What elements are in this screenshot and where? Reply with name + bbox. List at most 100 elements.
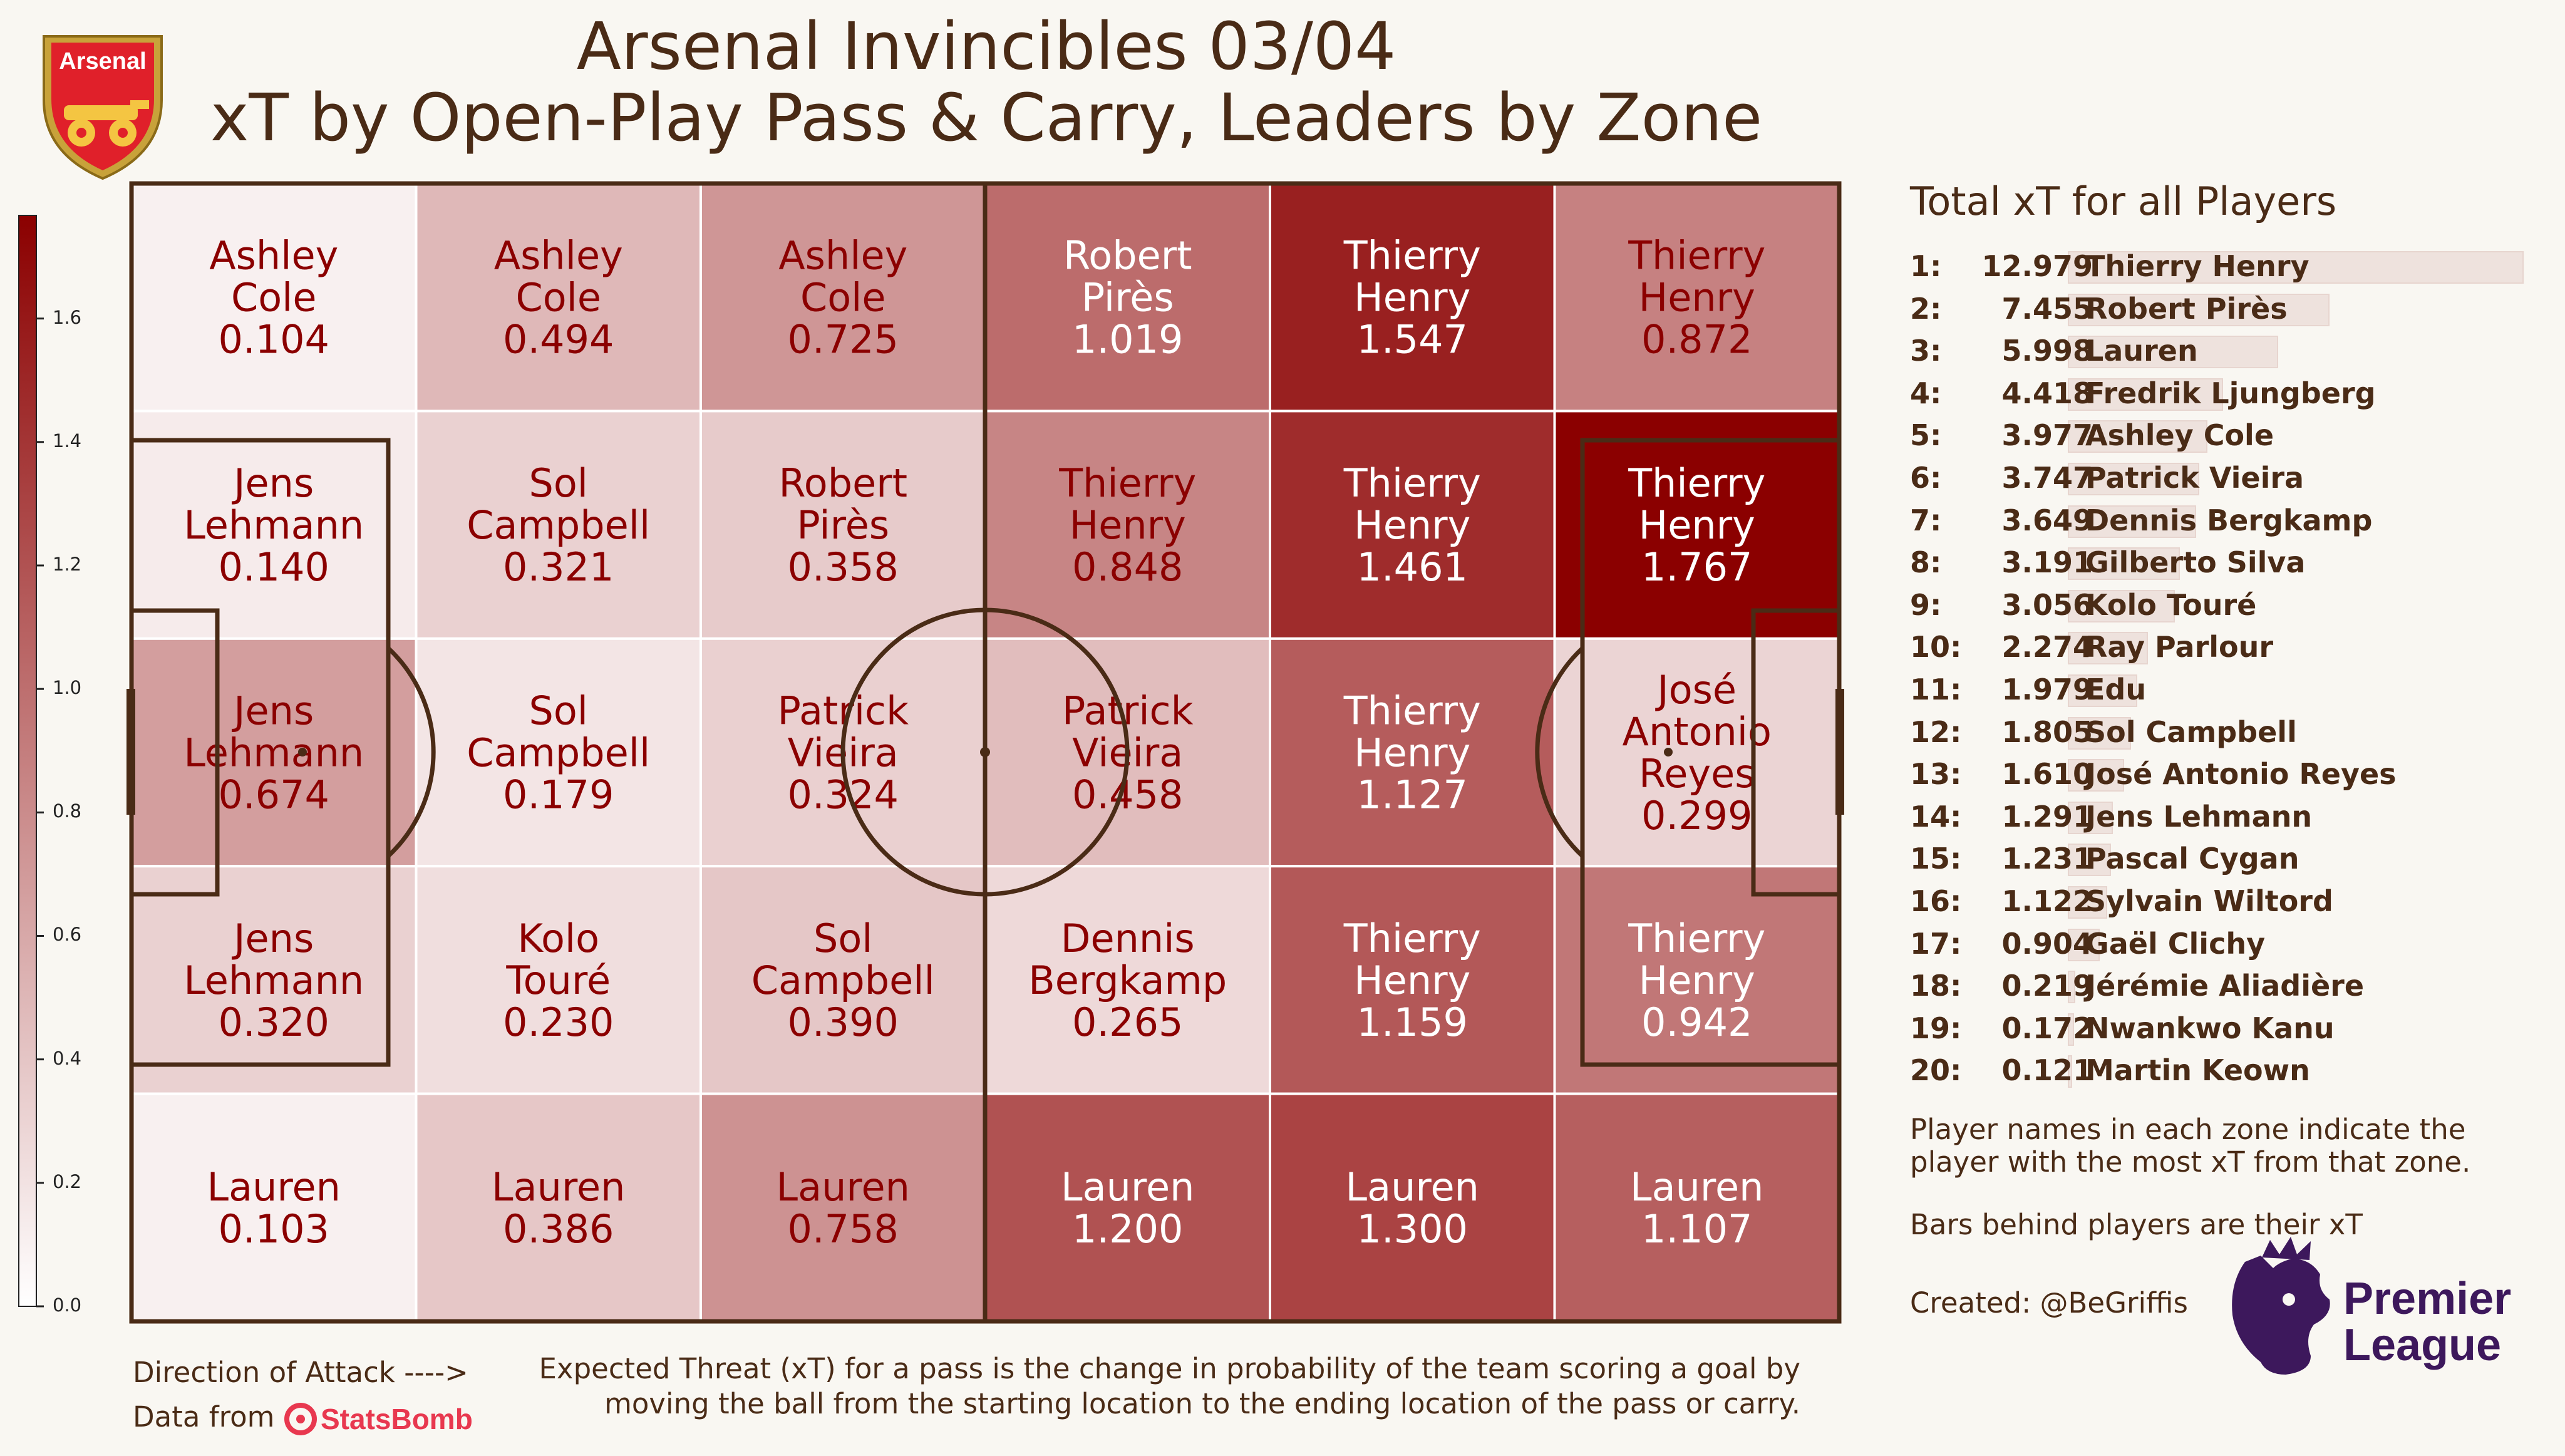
arsenal-badge-icon: Arsenal [43,35,163,180]
leaderboard-rank: 10: [1910,630,1962,664]
leaderboard-bar [2068,801,2113,834]
zone-label-r3-c2: Sol Campbell 0.390 [751,916,935,1045]
zone-player-name-part: José [1654,667,1737,713]
colorbar-tick-label: 0.6 [53,924,82,946]
zone-player-name-part: Reyes [1639,751,1755,797]
zone-label-r0-c2: Ashley Cole 0.725 [778,233,907,363]
premier-league-logo: Premier League [2232,1237,2511,1375]
leaderboard-rank: 14: [1910,799,1962,834]
zone-label-r3-c3: Dennis Bergkamp 0.265 [1028,916,1227,1045]
zone-value: 0.103 [219,1206,330,1252]
zone-player-name-part: Ashley [494,233,623,279]
statsbomb-icon [284,1403,317,1435]
zone-cell-r4-c4 [1269,1092,1556,1323]
zone-value: 0.494 [503,317,614,363]
zone-label-r4-c3: Lauren 1.200 [1061,1164,1194,1252]
zone-value: 1.019 [1072,317,1184,363]
zone-player-name-part: Jens [231,688,314,734]
leaderboard-player-name: Sylvain Wiltord [2085,884,2333,918]
colorbar-tick-label: 1.6 [53,306,82,328]
zone-player-name-part: Patrick [777,688,909,734]
zone-value: 1.767 [1641,544,1753,590]
zone-player-name-part: Thierry [1628,916,1765,961]
zone-player-name-part: Sol [529,688,588,734]
zone-player-name-part: Henry [1354,502,1470,548]
zone-value: 0.674 [219,772,330,818]
zone-cell-r1-c4 [1269,410,1556,640]
zone-player-name-part: Bergkamp [1028,958,1227,1003]
zone-value: 0.848 [1072,544,1184,590]
zone-label-r1-c0: Jens Lehmann 0.140 [183,460,364,590]
leaderboard-player-name: Thierry Henry [2085,249,2310,283]
zone-value: 0.942 [1641,999,1753,1045]
leaderboard-rank: 9: [1910,587,1942,622]
zone-player-name-part: Henry [1639,502,1755,548]
leaderboard-rank: 13: [1910,757,1962,792]
leaderboard-value: 5.998 [2001,334,2093,368]
leaderboard-bar [2068,1055,2072,1088]
leaderboard-player-name: Edu [2085,673,2147,706]
zone-label-r3-c1: Kolo Touré 0.230 [503,916,614,1045]
zone-player-name-part: Henry [1354,958,1470,1003]
leaderboard-bar [2068,759,2125,792]
leaderboard-bar [2068,844,2112,877]
leaderboard-value: 7.455 [2001,291,2093,326]
zone-player-name-part: Thierry [1058,460,1196,506]
zone-value: 1.159 [1357,999,1468,1045]
zone-player-name-part: Lehmann [183,502,364,548]
zone-value: 0.265 [1072,999,1184,1045]
zone-cell-r3-c4 [1269,865,1556,1095]
direction-of-attack: Direction of Attack ----> [133,1356,468,1389]
zone-player-name-part: Henry [1639,275,1755,321]
colorbar-tick-label: 0.2 [53,1170,82,1192]
zone-label-r2-c1: Sol Campbell 0.179 [467,688,650,818]
zone-label-r4-c5: Lauren 1.107 [1630,1164,1763,1252]
zone-player-name-part: Thierry [1343,460,1481,506]
zone-value: 0.390 [788,999,899,1045]
zone-value: 0.140 [219,544,330,590]
colorbar-tick-label: 0.4 [53,1047,82,1069]
pitch-spots [126,689,1844,815]
zone-label-r4-c4: Lauren 1.300 [1346,1164,1479,1252]
zone-player-name-part: Thierry [1343,233,1481,279]
xt-explanation-line-2: moving the ball from the starting locati… [604,1387,1800,1420]
zone-player-name-part: Robert [778,460,907,506]
zone-cell-r4-c5 [1553,1092,1840,1323]
zone-player-name-part: Jens [231,460,314,506]
premier-league-text-2: League [2343,1320,2501,1370]
zone-player-name-part: Henry [1354,275,1470,321]
leaderboard-rank: 11: [1910,673,1962,706]
zone-player-name-part: Lehmann [183,958,364,1003]
zone-cell-r2-c1 [415,637,702,868]
zone-label-r0-c1: Ashley Cole 0.494 [494,233,623,363]
leaderboard-player-name: Gaël Clichy [2085,926,2266,961]
leaderboard-value: 0.904 [2001,926,2093,961]
zone-player-name-part: Antonio [1623,709,1772,755]
leaderboard-bar [2068,971,2076,1004]
leaderboard-value: 3.056 [2001,587,2093,622]
zone-player-name-part: Lauren [207,1164,341,1210]
zone-player-name-part: Lauren [1346,1164,1479,1210]
leaderboard-player-name: Kolo Touré [2085,587,2257,622]
zone-value: 0.179 [503,772,614,818]
leaderboard-rank: 20: [1910,1053,1962,1088]
badge-text: Arsenal [59,48,146,75]
leaderboard-value: 1.231 [2001,842,2093,876]
leaderboard-value: 1.122 [2001,884,2093,918]
zone-note-line-1: Player names in each zone indicate the [1910,1113,2466,1146]
leaderboard-value: 12.979 [1981,249,2093,283]
leaderboard-value: 1.805 [2001,715,2093,749]
leaderboard-title: Total xT for all Players [1910,178,2337,224]
zone-cell-r3-c3 [984,865,1271,1095]
zone-value: 0.324 [788,772,899,818]
colorbar-tick-label: 1.2 [53,553,82,575]
zone-player-name-part: Cole [231,275,317,321]
zone-player-name-part: Pirès [1081,275,1174,321]
zone-value: 0.872 [1641,317,1753,363]
leaderboard-value: 1.610 [2001,757,2093,792]
leaderboard-player-name: Fredrik Ljungberg [2085,376,2376,410]
zone-player-name-part: Pirès [797,502,889,548]
zone-player-name-part: Touré [505,958,611,1003]
leaderboard-value: 2.274 [2001,630,2093,664]
